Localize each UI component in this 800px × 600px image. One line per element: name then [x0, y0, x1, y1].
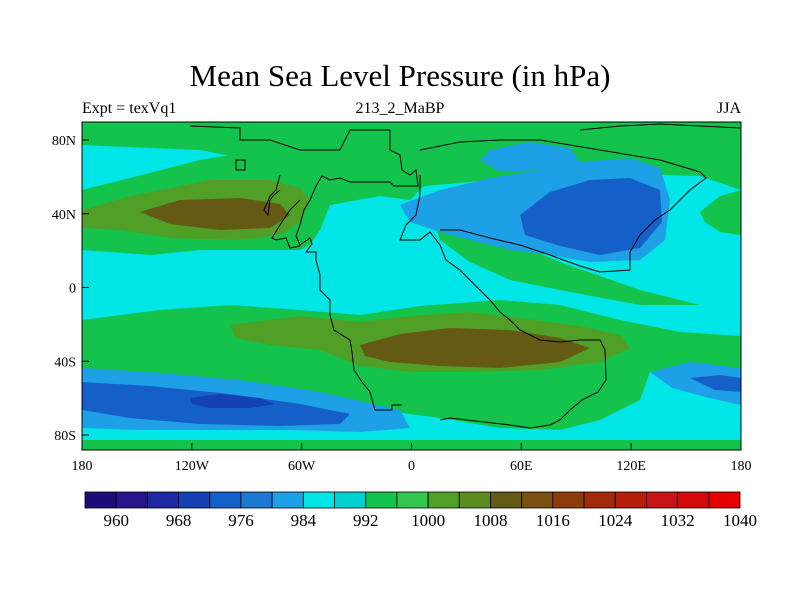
- y-tick-label: 80S: [54, 429, 76, 444]
- colorbar-swatch: [490, 491, 523, 509]
- colorbar-swatch: [458, 491, 491, 509]
- field-south-east-low-core: [690, 375, 741, 392]
- y-tick-label: 0: [69, 282, 76, 297]
- colorbar-label: 1016: [536, 511, 570, 530]
- coastline-africa: [399, 175, 607, 429]
- x-tick-label: 120E: [616, 459, 646, 474]
- field-southern-high-core: [360, 328, 590, 368]
- y-tick-label: 80N: [52, 134, 76, 149]
- colorbar-swatch: [646, 491, 679, 509]
- colorbar-swatch: [209, 491, 242, 509]
- x-tick-label: 0: [408, 459, 415, 474]
- coastlines: [189, 123, 741, 429]
- x-tick-label: 120W: [175, 459, 210, 474]
- x-tick-label: 60E: [510, 459, 533, 474]
- x-tick-label: 180: [731, 459, 752, 474]
- x-axis: 180 120W 60W 0 60E 120E 180: [72, 443, 752, 474]
- field-east-lobe: [700, 190, 741, 235]
- colorbar-swatch: [677, 491, 710, 509]
- colorbar-label: 992: [353, 511, 379, 530]
- colorbar-swatch: [271, 491, 304, 509]
- coastline-central-america: [271, 199, 301, 249]
- colorbar-label: 976: [228, 511, 254, 530]
- colorbar-swatch: [365, 491, 398, 509]
- colorbar-swatch: [334, 491, 367, 509]
- y-tick-label: 40S: [54, 355, 76, 370]
- coastline-west-coast: [263, 174, 281, 217]
- colorbar-swatch: [84, 491, 117, 509]
- colorbar-swatch: [708, 491, 741, 509]
- chart-title: Mean Sea Level Pressure (in hPa): [189, 58, 611, 93]
- colorbar-swatch: [115, 491, 148, 509]
- colorbar-swatch: [146, 491, 179, 509]
- colorbar-swatch: [583, 491, 616, 509]
- season-label: JJA: [716, 100, 741, 117]
- field-asia-band: [430, 210, 700, 305]
- colorbar-label: 984: [291, 511, 317, 530]
- pressure-field: [82, 122, 741, 450]
- colorbar-label: 960: [103, 511, 129, 530]
- colorbar-swatch: [396, 491, 429, 509]
- y-axis: 80N 40N 0 40S 80S: [52, 134, 89, 444]
- field-south-pacific-low-core: [190, 394, 275, 408]
- case-label: 213_2_MaBP: [355, 100, 445, 117]
- field-asia-low-core: [520, 178, 662, 255]
- field-north-high-core: [140, 198, 290, 230]
- colorbar-swatch: [302, 491, 335, 509]
- colorbar-label: 1032: [661, 511, 695, 530]
- field-south-east-low: [650, 362, 741, 405]
- y-tick-label: 40N: [52, 208, 76, 223]
- colorbar-label: 1008: [473, 511, 507, 530]
- coastline-americas-east: [189, 125, 419, 411]
- colorbar-swatch: [178, 491, 211, 509]
- coastline-eurasia: [419, 139, 707, 273]
- colorbar-swatch: [614, 491, 647, 509]
- colorbar-swatch: [552, 491, 585, 509]
- experiment-label: Expt = texVq1: [82, 100, 177, 117]
- colorbar-label: 1040: [723, 511, 757, 530]
- x-tick-label: 60W: [288, 459, 316, 474]
- x-tick-label: 180: [72, 459, 93, 474]
- colorbar-swatch: [521, 491, 554, 509]
- colorbar: 960 968 976 984 992 1000 1008 1016 1024 1032 1040: [84, 491, 757, 530]
- colorbar-label: 968: [166, 511, 192, 530]
- colorbar-label: 1024: [598, 511, 633, 530]
- colorbar-swatch: [240, 491, 273, 509]
- colorbar-swatch: [427, 491, 460, 509]
- coastline-lake: [235, 159, 246, 171]
- colorbar-label: 1000: [411, 511, 445, 530]
- coastline-arctic: [579, 123, 741, 131]
- field-siberia-low: [480, 142, 580, 172]
